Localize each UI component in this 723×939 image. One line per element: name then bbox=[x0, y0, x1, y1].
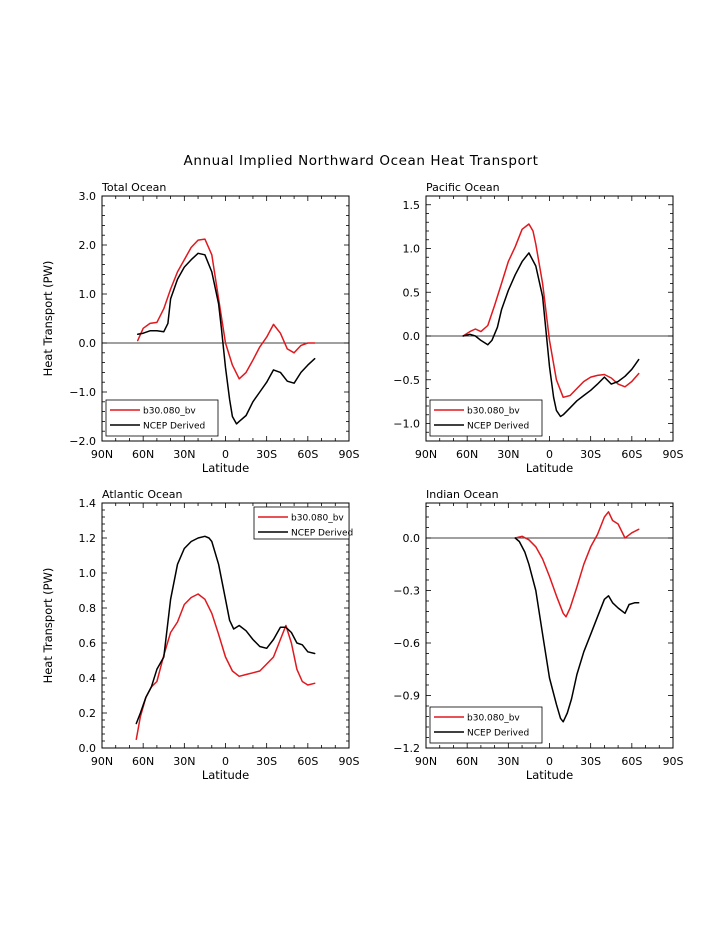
legend-label: b30.080_bv bbox=[467, 714, 520, 724]
y-axis-label: Heat Transport (PW) bbox=[41, 568, 55, 684]
x-tick-label: 30N bbox=[497, 755, 519, 768]
legend: b30.080_bv NCEP Derived bbox=[429, 399, 543, 437]
x-tick-label: 30N bbox=[173, 755, 195, 768]
legend-label: NCEP Derived bbox=[467, 729, 529, 739]
panel-title: Indian Ocean bbox=[426, 488, 499, 501]
x-tick-label: 30N bbox=[173, 448, 195, 461]
series-line-model bbox=[135, 593, 316, 741]
legend-label: NCEP Derived bbox=[467, 422, 529, 432]
legend: b30.080_bv NCEP Derived bbox=[105, 399, 219, 437]
y-tick-label: 0.4 bbox=[79, 672, 97, 685]
y-tick-label: −1.0 bbox=[69, 386, 96, 399]
y-tick-label: 1.0 bbox=[79, 567, 97, 580]
series-line-ncep-derived bbox=[136, 252, 316, 425]
legend-label: NCEP Derived bbox=[291, 529, 353, 539]
x-tick-label: 0 bbox=[222, 448, 229, 461]
y-tick-label: −0.3 bbox=[393, 585, 420, 598]
y-tick-label: −2.0 bbox=[69, 435, 96, 448]
y-tick-label: 0.8 bbox=[79, 602, 97, 615]
y-tick-label: 2.0 bbox=[79, 239, 97, 252]
x-tick-label: 60N bbox=[456, 755, 478, 768]
y-tick-label: 0.0 bbox=[79, 337, 97, 350]
y-tick-label: 1.0 bbox=[403, 243, 421, 256]
x-tick-label: 60S bbox=[297, 448, 318, 461]
x-tick-label: 60N bbox=[456, 448, 478, 461]
x-tick-label: 60S bbox=[297, 755, 318, 768]
legend-label: b30.080_bv bbox=[467, 407, 520, 417]
y-tick-label: 0.0 bbox=[79, 742, 97, 755]
y-tick-label: 1.5 bbox=[403, 199, 421, 212]
y-tick-label: −0.9 bbox=[393, 690, 420, 703]
panel-title: Pacific Ocean bbox=[426, 181, 500, 194]
x-tick-label: 0 bbox=[546, 755, 553, 768]
panel-total-ocean: Total Ocean 90N 60N 30N 0 30S 60S 90S −2.0 −1.0 0.… bbox=[41, 181, 360, 475]
legend-box bbox=[429, 706, 543, 744]
y-tick-label: 0.0 bbox=[403, 330, 421, 343]
y-tick-label: 0.2 bbox=[79, 707, 97, 720]
y-tick-label: 1.4 bbox=[79, 497, 97, 510]
legend-label: NCEP Derived bbox=[143, 422, 205, 432]
x-tick-label: 30S bbox=[256, 448, 277, 461]
y-tick-label: 0.0 bbox=[403, 532, 421, 545]
series-line-model bbox=[514, 511, 640, 618]
x-axis-label: Latitude bbox=[526, 461, 573, 475]
series-line-ncep-derived bbox=[135, 535, 316, 725]
y-tick-label: −1.2 bbox=[393, 742, 420, 755]
x-tick-label: 90N bbox=[415, 448, 437, 461]
x-axis-label: Latitude bbox=[202, 768, 249, 782]
x-tick-label: 30S bbox=[256, 755, 277, 768]
y-tick-label: 1.2 bbox=[79, 532, 97, 545]
x-tick-label: 0 bbox=[222, 755, 229, 768]
y-tick-label: −0.5 bbox=[393, 374, 420, 387]
series-line-ncep-derived bbox=[514, 537, 640, 723]
y-tick-label: 1.0 bbox=[79, 288, 97, 301]
legend-label: b30.080_bv bbox=[291, 514, 344, 524]
legend-box bbox=[253, 506, 350, 540]
x-tick-label: 90S bbox=[663, 448, 684, 461]
x-tick-label: 90N bbox=[91, 755, 113, 768]
panel-pacific-ocean: Pacific Ocean 90N 60N 30N 0 30S 60S 90S −1.0 −0.5… bbox=[393, 181, 683, 475]
y-axis-label: Heat Transport (PW) bbox=[41, 261, 55, 377]
x-tick-label: 90S bbox=[339, 448, 360, 461]
panel-title: Atlantic Ocean bbox=[102, 488, 183, 501]
plot-frame bbox=[101, 502, 350, 749]
x-tick-label: 90S bbox=[339, 755, 360, 768]
panel-indian-ocean: Indian Ocean 90N 60N 30N 0 30S 60S 90S −1.2 −0.9 −… bbox=[393, 488, 683, 782]
y-tick-label: −0.6 bbox=[393, 637, 420, 650]
legend: b30.080_bv NCEP Derived bbox=[429, 706, 543, 744]
legend-box bbox=[105, 399, 219, 437]
x-tick-label: 60N bbox=[132, 448, 154, 461]
series-line-model bbox=[136, 238, 316, 380]
x-tick-label: 30S bbox=[580, 755, 601, 768]
x-tick-label: 90S bbox=[663, 755, 684, 768]
series-line-model bbox=[462, 223, 640, 399]
panel-atlantic-ocean: Atlantic Ocean 90N 60N 30N 0 30S 60S 90S 0.0 0.2 0… bbox=[41, 488, 360, 782]
x-tick-label: 30N bbox=[497, 448, 519, 461]
legend-box bbox=[429, 399, 543, 437]
x-tick-label: 90N bbox=[91, 448, 113, 461]
figure-title: Annual Implied Northward Ocean Heat Tran… bbox=[184, 153, 539, 169]
x-tick-label: 60N bbox=[132, 755, 154, 768]
y-tick-label: 0.5 bbox=[403, 286, 421, 299]
x-tick-label: 90N bbox=[415, 755, 437, 768]
legend-label: b30.080_bv bbox=[143, 407, 196, 417]
y-tick-label: −1.0 bbox=[393, 418, 420, 431]
x-axis-label: Latitude bbox=[202, 461, 249, 475]
legend: b30.080_bv NCEP Derived bbox=[253, 506, 353, 540]
x-tick-label: 60S bbox=[621, 448, 642, 461]
x-tick-label: 60S bbox=[621, 755, 642, 768]
panel-title: Total Ocean bbox=[101, 181, 166, 194]
series-line-ncep-derived bbox=[462, 252, 640, 418]
y-tick-label: 0.6 bbox=[79, 637, 97, 650]
x-axis-label: Latitude bbox=[526, 768, 573, 782]
x-tick-label: 0 bbox=[546, 448, 553, 461]
panels: Total Ocean 90N 60N 30N 0 30S 60S 90S −2.0 −1.0 0.… bbox=[41, 181, 684, 782]
y-tick-label: 3.0 bbox=[79, 190, 97, 203]
x-tick-label: 30S bbox=[580, 448, 601, 461]
